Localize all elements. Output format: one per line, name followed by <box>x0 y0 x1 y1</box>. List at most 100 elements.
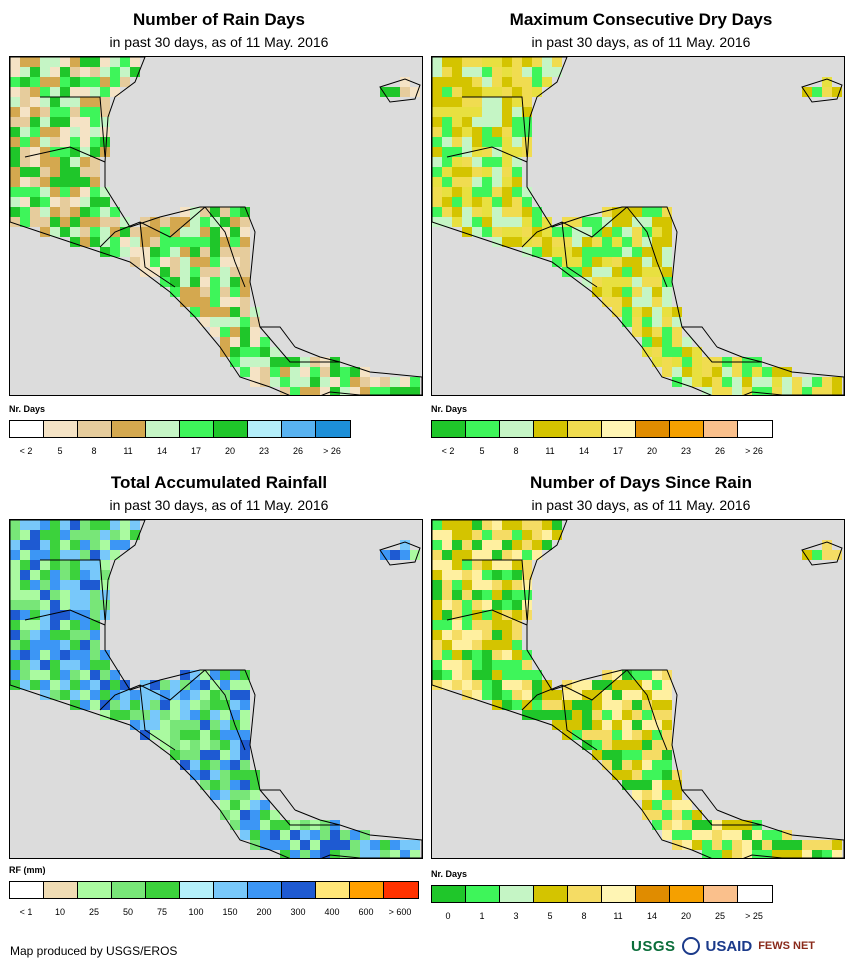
legend-label: > 26 <box>745 446 763 456</box>
legend-swatch <box>432 421 466 437</box>
legend-swatch <box>568 886 602 902</box>
legend-label: 23 <box>680 446 692 456</box>
map-canvas <box>432 57 844 395</box>
legend-swatch <box>146 421 180 437</box>
legend-swatch <box>10 882 44 898</box>
legend-swatch <box>534 421 568 437</box>
legend-swatch <box>500 421 534 437</box>
legend-swatch <box>282 421 316 437</box>
legend-label: 5 <box>547 911 553 921</box>
legend-label: 11 <box>613 911 623 921</box>
map-canvas <box>432 520 844 858</box>
legend-label: 1 <box>479 911 485 921</box>
legend-swatch <box>78 882 112 898</box>
panel-title: Maximum Consecutive Dry Days <box>509 10 773 29</box>
legend-label: 200 <box>256 907 272 917</box>
legend-label: < 1 <box>19 907 33 917</box>
map-dry-days <box>431 56 845 396</box>
legend-label: 8 <box>91 446 97 456</box>
legend-swatch <box>432 886 466 902</box>
legend-swatch <box>602 421 636 437</box>
map-since-rain <box>431 519 845 859</box>
map-canvas <box>10 520 422 858</box>
panel-title: Total Accumulated Rainfall <box>110 473 328 492</box>
legend-swatch <box>282 882 316 898</box>
legend-label: 26 <box>292 446 304 456</box>
legend-swatch <box>10 421 44 437</box>
credit-text: Map produced by USGS/EROS <box>10 944 178 958</box>
legend-label: 5 <box>479 446 485 456</box>
legend-label: 11 <box>545 446 555 456</box>
legend-swatch <box>78 421 112 437</box>
legend-label: 11 <box>123 446 133 456</box>
legend-label: 20 <box>224 446 236 456</box>
panel-subtitle: in past 30 days, as of 11 May. 2016 <box>109 497 329 513</box>
legend-label: 26 <box>714 446 726 456</box>
legend-label: 300 <box>290 907 306 917</box>
legend-label: 25 <box>88 907 100 917</box>
legend-label: > 600 <box>388 907 412 917</box>
legend-swatch <box>112 882 146 898</box>
legend-label: 17 <box>612 446 624 456</box>
legend-swatch <box>316 421 350 437</box>
legend-swatch <box>316 882 350 898</box>
legend-swatch <box>44 421 78 437</box>
legend-swatch <box>180 421 214 437</box>
legend-swatch <box>466 886 500 902</box>
legend-swatch <box>636 886 670 902</box>
logo-strip: USGS USAID FEWS NET <box>631 933 845 959</box>
legend-label: 14 <box>156 446 168 456</box>
legend-swatch <box>112 421 146 437</box>
legend-label: 3 <box>513 911 519 921</box>
legend-label: 150 <box>222 907 238 917</box>
legend-swatch <box>738 886 772 902</box>
map-canvas <box>10 57 422 395</box>
legend-swatch <box>384 882 418 898</box>
legend-swatch <box>738 421 772 437</box>
legend-label: 8 <box>513 446 519 456</box>
usaid-logo: USAID <box>705 937 753 955</box>
legend-swatch <box>602 886 636 902</box>
legend-label: 50 <box>122 907 134 917</box>
legend-swatch <box>704 421 738 437</box>
legend-swatch <box>568 421 602 437</box>
legend-label: 14 <box>578 446 590 456</box>
panel-subtitle: in past 30 days, as of 11 May. 2016 <box>109 34 329 50</box>
legend-label: < 2 <box>19 446 33 456</box>
legend-label: 75 <box>156 907 168 917</box>
legend-bar <box>431 420 773 438</box>
legend-title: Nr. Days <box>431 869 468 879</box>
legend-title: Nr. Days <box>431 404 468 414</box>
legend-swatch <box>466 421 500 437</box>
legend-swatch <box>350 882 384 898</box>
legend-label: 0 <box>445 911 451 921</box>
legend-label: 23 <box>258 446 270 456</box>
panel-title: Number of Days Since Rain <box>529 473 752 492</box>
legend-label: 14 <box>646 911 658 921</box>
legend-swatch <box>146 882 180 898</box>
legend-label: 20 <box>680 911 692 921</box>
fews-net-logo: FEWS NET <box>758 940 816 952</box>
legend-label: 400 <box>324 907 340 917</box>
legend-label: 600 <box>358 907 374 917</box>
legend-title: RF (mm) <box>9 865 46 875</box>
panel-title: Number of Rain Days <box>133 10 305 29</box>
legend-swatch <box>534 886 568 902</box>
legend-bar <box>9 420 351 438</box>
map-rainfall <box>9 519 423 859</box>
legend-bar <box>9 881 419 899</box>
legend-title: Nr. Days <box>9 404 46 414</box>
legend-label: 17 <box>190 446 202 456</box>
legend-swatch <box>214 421 248 437</box>
legend-label: 8 <box>581 911 587 921</box>
legend-swatch <box>214 882 248 898</box>
legend-label: > 26 <box>323 446 341 456</box>
map-rain-days <box>9 56 423 396</box>
legend-label: < 2 <box>441 446 455 456</box>
panel-subtitle: in past 30 days, as of 11 May. 2016 <box>531 497 751 513</box>
legend-bar <box>431 885 773 903</box>
legend-swatch <box>44 882 78 898</box>
panel-subtitle: in past 30 days, as of 11 May. 2016 <box>531 34 751 50</box>
legend-swatch <box>704 886 738 902</box>
usaid-seal-icon <box>681 937 700 955</box>
